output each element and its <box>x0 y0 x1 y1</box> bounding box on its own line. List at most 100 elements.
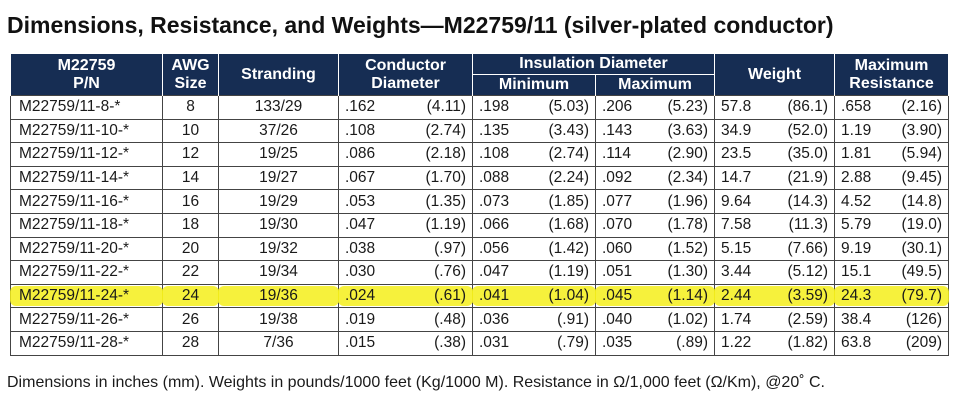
cell-conductor-inch: .030 <box>345 263 376 281</box>
cell-pn-text: M22759/11-20-* <box>19 239 130 257</box>
cell-ins-max-metric: (1.78) <box>667 216 709 234</box>
cell-pn-text: M22759/11-14-* <box>19 169 130 187</box>
cell-ins-min-inch: .036 <box>479 310 510 328</box>
cell-pn-text: M22759/11-18-* <box>19 216 130 234</box>
cell-ins-min: .047 (1.19) <box>472 260 596 285</box>
header-conductor: Conductor Diameter <box>338 54 473 96</box>
cell-resistance-inch: 1.81 <box>841 145 872 163</box>
header-pn: M22759 P/N <box>10 54 163 96</box>
cell-conductor-inch: .108 <box>345 121 376 139</box>
header-pn-line1: M22759 <box>57 56 116 74</box>
cell-conductor-inch: .038 <box>345 239 376 257</box>
cell-pn-text: M22759/11-10-* <box>19 121 130 139</box>
cell-ins-min-inch: .073 <box>479 192 510 210</box>
table-row: M22759/11-10-* 10 37/26 .108 (2.74) .135 (3.43… <box>10 118 950 144</box>
cell-ins-max-inch: .114 <box>602 145 632 163</box>
cell-pn-text: M22759/11-26-* <box>19 310 130 328</box>
cell-resistance-metric: (14.8) <box>901 192 943 210</box>
cell-conductor-metric: (4.11) <box>426 98 466 116</box>
cell-resistance: 38.4 (126) <box>834 307 950 332</box>
cell-ins-min-metric: (.91) <box>557 310 589 328</box>
cell-conductor: .162 (4.11) <box>338 95 473 120</box>
highlight-mark <box>834 285 950 307</box>
cell-conductor: .067 (1.70) <box>338 165 473 191</box>
header-awg: AWG Size <box>162 54 219 96</box>
cell-pn: M22759/11-18-* <box>10 212 163 238</box>
cell-weight-inch: 7.58 <box>721 216 752 234</box>
cell-resistance: 1.81 (5.94) <box>834 142 950 167</box>
cell-weight-inch: 1.22 <box>721 334 752 352</box>
cell-ins-max-inch: .092 <box>602 169 633 187</box>
table-row: M22759/11-26-* 26 19/38 .019 (.48) .036 (.91).… <box>10 307 950 332</box>
cell-stranding-text: 19/32 <box>259 239 298 257</box>
cell-awg-text: 14 <box>181 169 200 187</box>
cell-ins-min: .108 (2.74) <box>472 142 596 167</box>
cell-ins-min-inch: .198 <box>479 98 510 116</box>
cell-resistance-inch: 5.79 <box>841 216 872 234</box>
cell-pn: M22759/11-20-* <box>10 236 163 262</box>
cell-conductor: .015 (.38) <box>338 330 473 356</box>
cell-weight-inch: 14.7 <box>721 169 752 187</box>
cell-weight-metric: (52.0) <box>787 121 829 139</box>
cell-awg-text: 20 <box>181 239 200 257</box>
cell-ins-min-inch: .108 <box>479 145 510 163</box>
cell-weight: 7.58 (11.3) <box>714 212 836 238</box>
highlight-mark <box>595 285 716 307</box>
cell-resistance-inch: 9.19 <box>841 239 872 257</box>
header-stranding: Stranding <box>218 54 339 96</box>
cell-ins-min-inch: .047 <box>479 263 510 281</box>
cell-weight-metric: (11.3) <box>788 216 829 234</box>
cell-weight: 57.8 (86.1) <box>714 95 836 120</box>
cell-stranding: 19/27 <box>218 165 339 191</box>
cell-ins-max-metric: (3.63) <box>667 121 709 139</box>
cell-weight-inch: 23.5 <box>721 145 752 163</box>
cell-resistance: 9.19 (30.1) <box>834 236 950 262</box>
cell-conductor-inch: .086 <box>345 145 376 163</box>
highlight-mark <box>10 285 163 307</box>
cell-weight-inch: 5.15 <box>721 239 752 257</box>
cell-ins-max-metric: (1.02) <box>667 310 709 328</box>
cell-weight-inch: 34.9 <box>721 121 752 139</box>
header-pn-line2: P/N <box>73 74 100 92</box>
cell-resistance: 2.88 (9.45) <box>834 165 950 191</box>
cell-ins-min-metric: (2.74) <box>548 145 590 163</box>
cell-awg: 22 <box>162 260 219 285</box>
cell-ins-min-inch: .135 <box>479 121 510 139</box>
table-row: M22759/11-18-* 18 19/30 .047 (1.19) .066 (1.68… <box>10 212 950 238</box>
header-maximum: Maximum <box>594 74 716 96</box>
cell-ins-min-inch: .056 <box>479 239 510 257</box>
cell-conductor-inch: .047 <box>345 216 376 234</box>
cell-ins-min: .036 (.91) <box>472 307 596 332</box>
cell-pn-text: M22759/11-28-* <box>19 334 130 352</box>
cell-weight-inch: 9.64 <box>721 192 752 210</box>
cell-ins-max: .060 (1.52) <box>594 236 716 262</box>
cell-conductor-metric: (.61) <box>434 287 466 305</box>
cell-ins-max-inch: .143 <box>602 121 633 139</box>
cell-ins-max-metric: (.89) <box>676 334 709 352</box>
cell-pn-text: M22759/11-8-* <box>19 98 121 116</box>
cell-ins-max: .077 (1.96) <box>594 189 716 214</box>
cell-conductor: .086 (2.18) <box>338 142 473 167</box>
cell-resistance: .658 (2.16) <box>834 95 950 120</box>
cell-ins-min-metric: (3.43) <box>548 121 590 139</box>
table-row: M22759/11-12-* 12 19/25 .086 (2.18) .108 (2.74… <box>10 142 950 167</box>
cell-awg: 12 <box>162 142 219 167</box>
header-weight: Weight <box>714 54 836 96</box>
cell-ins-max: .035 (.89) <box>594 330 716 356</box>
cell-weight-metric: (7.66) <box>787 239 829 257</box>
header-resistance-line1: Maximum <box>854 56 929 74</box>
cell-awg: 28 <box>162 330 219 356</box>
cell-ins-min: .135 (3.43) <box>472 118 596 144</box>
cell-stranding-text: 7/36 <box>263 334 294 352</box>
cell-awg-text: 8 <box>186 98 195 116</box>
header-resistance-line2: Resistance <box>849 74 934 92</box>
cell-resistance: 5.79 (19.0) <box>834 212 950 238</box>
cell-stranding-text: 19/29 <box>259 192 298 210</box>
cell-weight-inch: 3.44 <box>721 263 752 281</box>
cell-stranding: 19/36 <box>218 283 339 309</box>
cell-awg-text: 18 <box>181 216 200 234</box>
cell-conductor-inch: .015 <box>345 334 376 352</box>
cell-ins-max-inch: .045 <box>602 287 633 305</box>
cell-conductor-metric: (2.74) <box>425 121 467 139</box>
table-row: M22759/11-28-* 28 7/36.015 (.38) .031 (.79) .0… <box>10 330 950 356</box>
